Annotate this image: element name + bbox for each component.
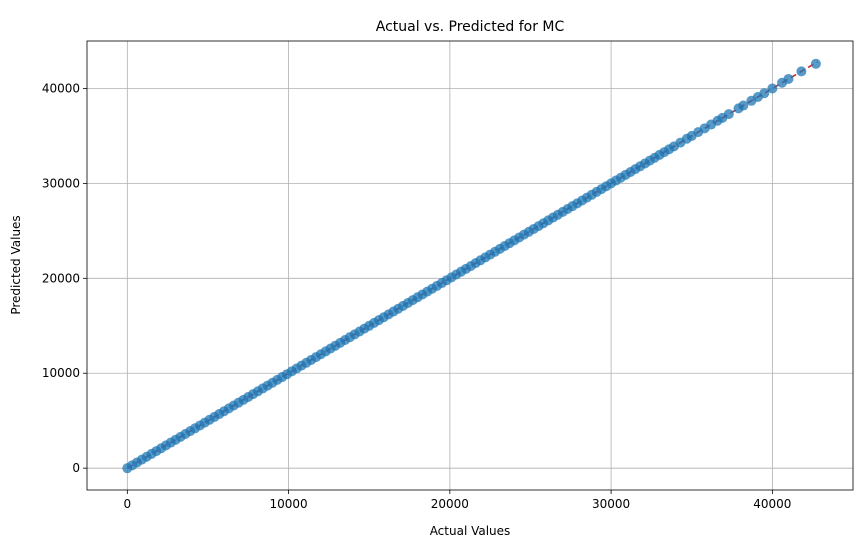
data-point [810,58,821,69]
data-points [122,58,821,474]
y-axis-label: Predicted Values [9,215,23,314]
data-point [738,100,749,111]
data-point [723,109,734,120]
y-tick-label: 30000 [42,176,80,190]
y-axis-ticks: 0 10000 20000 30000 40000 [42,81,87,475]
y-tick-label: 20000 [42,271,80,285]
grid-lines [87,41,853,490]
plot-area-frame [86,40,854,491]
data-point [759,88,770,99]
chart-title: Actual vs. Predicted for MC [376,19,565,35]
y-tick-label: 10000 [42,366,80,380]
x-tick-label: 0 [123,497,131,511]
y-tick-label: 0 [72,461,80,475]
x-tick-label: 30000 [592,497,630,511]
x-axis-label: Actual Values [430,524,511,538]
data-point [783,73,794,84]
x-axis-ticks: 0 10000 20000 30000 40000 [123,490,791,511]
data-point [796,66,807,77]
y-tick-label: 40000 [42,81,80,95]
x-tick-label: 10000 [269,497,307,511]
data-point [767,83,778,94]
x-tick-label: 40000 [753,497,791,511]
x-tick-label: 20000 [431,497,469,511]
